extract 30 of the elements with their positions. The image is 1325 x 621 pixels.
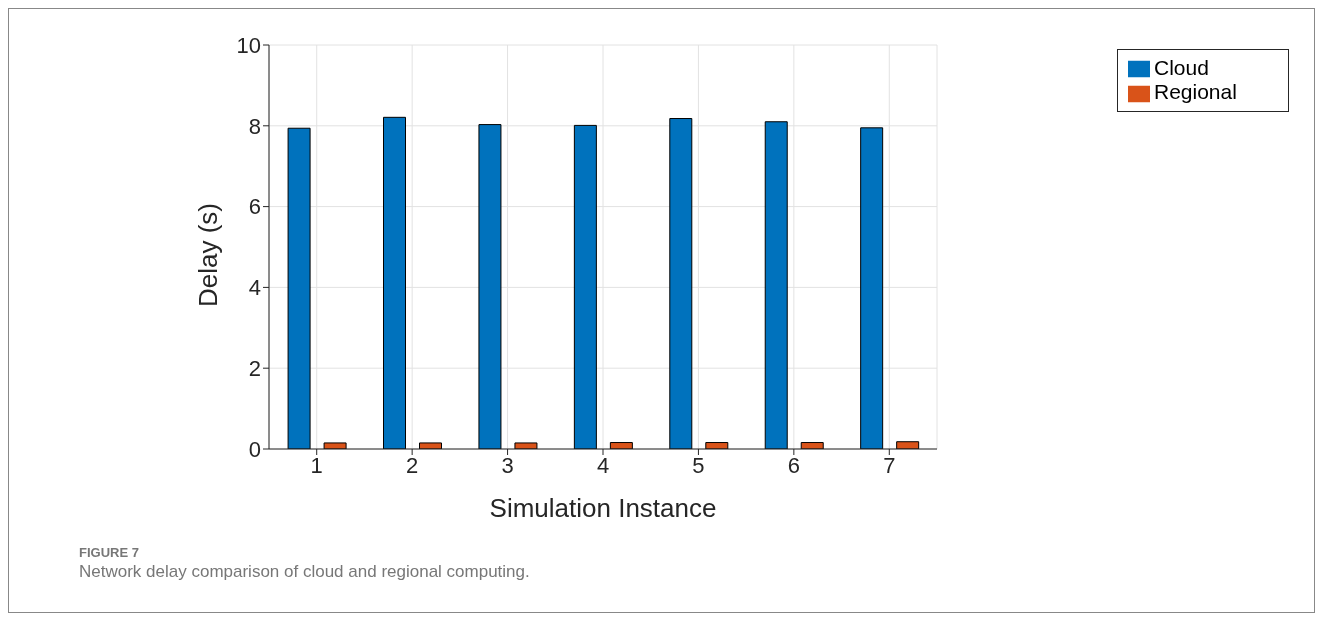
caption: FIGURE 7 [79,545,140,560]
bar [419,442,443,449]
bar [383,116,407,449]
bar [478,124,502,449]
x-tick-label: 7 [883,452,896,478]
text: Network delay comparison of cloud and regional computing. [79,562,531,582]
y-tick-label: 6 [248,194,261,220]
y-tick-label: 2 [248,356,261,382]
bar [514,442,538,449]
bar [860,127,884,449]
bar [764,121,788,449]
y-tick-label: 0 [248,436,261,462]
bar [323,442,347,449]
y-tick-label: 8 [248,113,261,139]
legend-label: Cloud [1154,56,1209,79]
bar [287,127,311,449]
bar [896,441,920,449]
y-axis-title: Delay (s) [193,202,224,307]
y-tick-label: 4 [248,275,261,301]
x-tick-label: 4 [596,452,610,478]
x-tick-label: 1 [310,452,323,478]
x-tick-label: 5 [692,452,705,478]
x-tick-label: 3 [501,452,514,478]
bar [573,124,597,449]
legend-label: Regional [1154,80,1237,104]
x-tick-label: 6 [787,452,800,478]
x-tick-label: 2 [406,452,419,478]
x-axis-title: Simulation Instance [489,493,717,523]
bar [669,118,693,449]
y-tick-label: 10 [236,32,261,58]
